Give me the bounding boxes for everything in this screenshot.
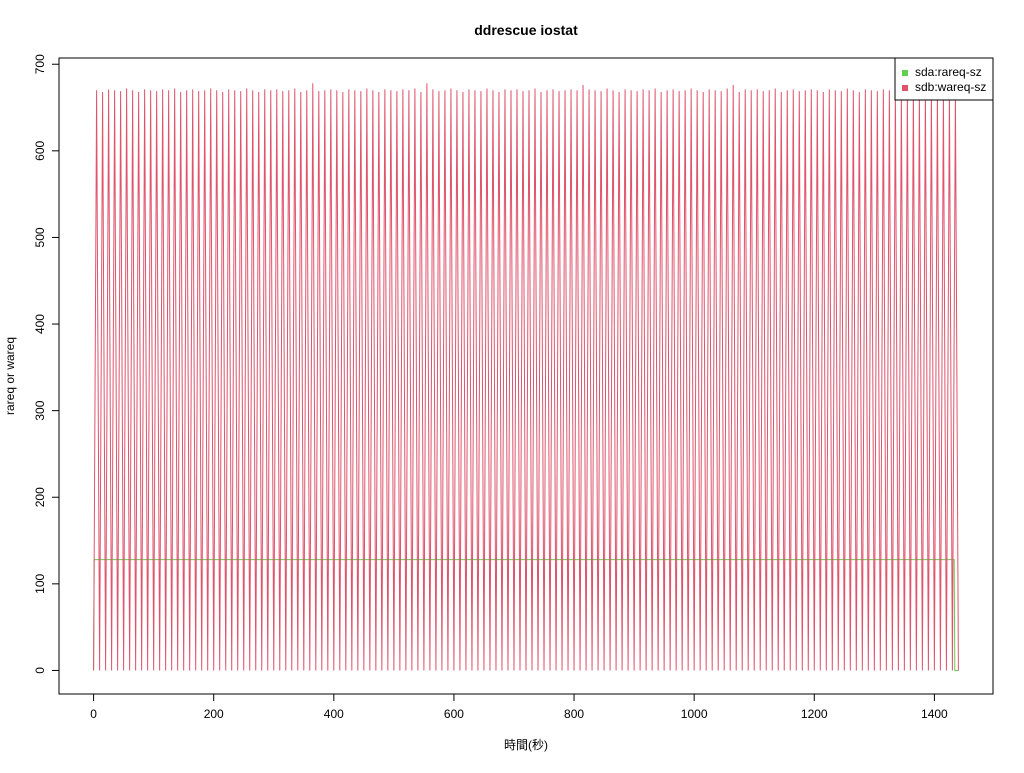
x-axis-label: 時間(秒) xyxy=(504,738,548,752)
y-tick-label: 200 xyxy=(33,487,47,507)
legend-swatch xyxy=(902,85,908,91)
plot-frame xyxy=(58,57,994,695)
y-tick-label: 0 xyxy=(33,667,47,674)
x-tick-label: 1200 xyxy=(801,707,828,721)
chart-title: ddrescue iostat xyxy=(474,22,578,38)
series-line xyxy=(93,83,959,671)
y-tick-label: 500 xyxy=(33,227,47,247)
legend-box xyxy=(894,57,994,101)
y-tick-label: 400 xyxy=(33,314,47,334)
y-tick-label: 700 xyxy=(33,54,47,74)
x-tick-label: 200 xyxy=(204,707,224,721)
y-tick-label: 300 xyxy=(33,400,47,420)
y-tick-label: 600 xyxy=(33,141,47,161)
legend-swatch xyxy=(902,70,908,76)
x-tick-label: 800 xyxy=(564,707,584,721)
legend-label: sda:rareq-sz xyxy=(915,65,982,79)
x-tick-label: 400 xyxy=(324,707,344,721)
x-tick-label: 0 xyxy=(90,707,97,721)
legend-label: sdb:wareq-sz xyxy=(915,80,986,94)
x-tick-label: 1000 xyxy=(681,707,708,721)
x-tick-label: 1400 xyxy=(921,707,948,721)
y-tick-label: 100 xyxy=(33,574,47,594)
y-axis-label: rareq or wareq xyxy=(3,337,17,415)
x-tick-label: 600 xyxy=(444,707,464,721)
